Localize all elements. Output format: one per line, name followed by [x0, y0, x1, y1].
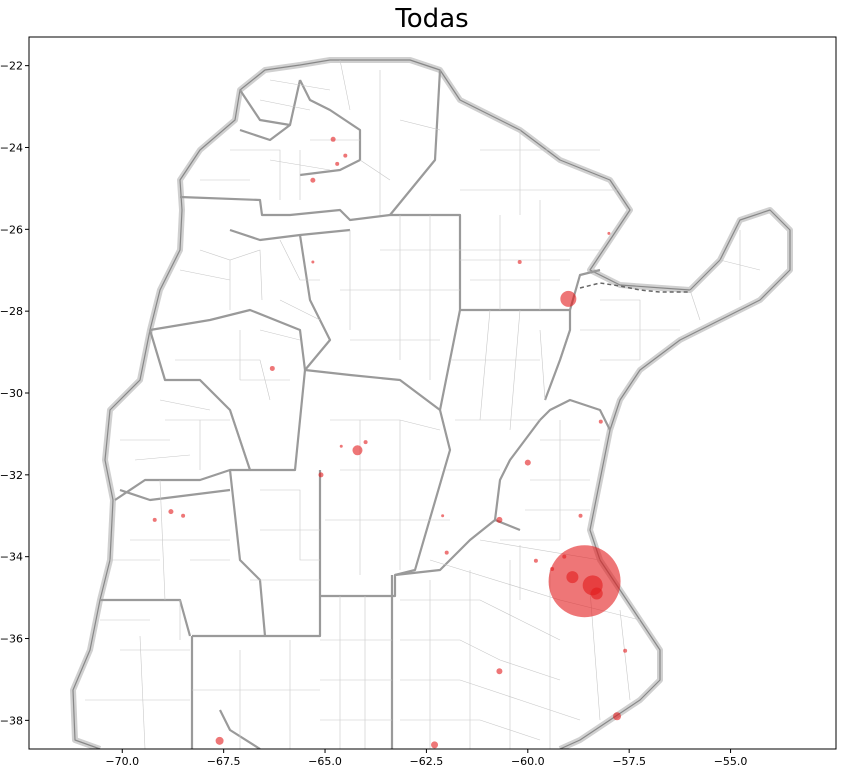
data-point — [431, 741, 439, 749]
data-point — [311, 260, 315, 264]
x-tick-label: −62.5 — [410, 755, 444, 768]
data-point — [269, 365, 275, 371]
data-point — [607, 231, 611, 235]
data-point — [517, 260, 522, 265]
data-point — [590, 587, 603, 600]
x-tick-label: −70.0 — [105, 755, 139, 768]
data-point — [310, 177, 316, 183]
department-borders — [85, 59, 761, 749]
plot-frame — [28, 36, 837, 750]
y-tick-label: −28 — [0, 305, 23, 318]
province-border-highlight — [579, 282, 690, 293]
data-point — [578, 513, 583, 518]
data-point — [524, 459, 531, 466]
data-point — [441, 514, 445, 518]
y-tick-label: −26 — [0, 223, 23, 236]
y-tick-label: −38 — [0, 714, 23, 727]
x-tick-label: −65.0 — [308, 755, 342, 768]
data-point — [562, 554, 567, 559]
country-borders — [70, 57, 793, 749]
y-tick-label: −24 — [0, 141, 23, 154]
data-point — [318, 472, 324, 478]
points-layer — [152, 136, 628, 749]
data-point — [496, 516, 503, 523]
data-point — [566, 571, 579, 584]
y-tick-label: −30 — [0, 387, 23, 400]
y-tick-label: −22 — [0, 60, 23, 73]
outline — [72, 59, 791, 749]
data-point — [335, 161, 340, 166]
data-point — [560, 290, 577, 307]
data-point — [330, 136, 336, 142]
data-point — [533, 558, 538, 563]
data-point — [613, 712, 622, 721]
y-tick-label: −34 — [0, 551, 23, 564]
data-point — [496, 668, 503, 675]
province-borders — [100, 69, 611, 749]
x-axis: −70.0 −67.5 −65.0 −62.5 −60.0 −57.5 −55.0 — [105, 749, 747, 768]
data-point — [363, 440, 368, 445]
data-point — [152, 517, 157, 522]
chart-title: Todas — [395, 4, 469, 34]
x-tick-label: −67.5 — [207, 755, 241, 768]
y-tick-label: −36 — [0, 633, 23, 646]
data-point — [598, 419, 603, 424]
data-point — [339, 444, 343, 448]
data-point — [343, 153, 348, 158]
data-point — [623, 648, 628, 653]
y-axis: −22 −24 −26 −28 −30 −32 −34 −36 −38 — [0, 60, 29, 727]
data-point — [352, 445, 363, 456]
data-point — [444, 550, 449, 555]
data-point — [215, 736, 224, 745]
data-point — [550, 566, 555, 571]
data-point — [181, 513, 186, 518]
data-point — [168, 509, 174, 515]
y-tick-label: −32 — [0, 469, 23, 482]
x-tick-label: −60.0 — [511, 755, 545, 768]
x-tick-label: −57.5 — [612, 755, 646, 768]
x-tick-label: −55.0 — [714, 755, 748, 768]
